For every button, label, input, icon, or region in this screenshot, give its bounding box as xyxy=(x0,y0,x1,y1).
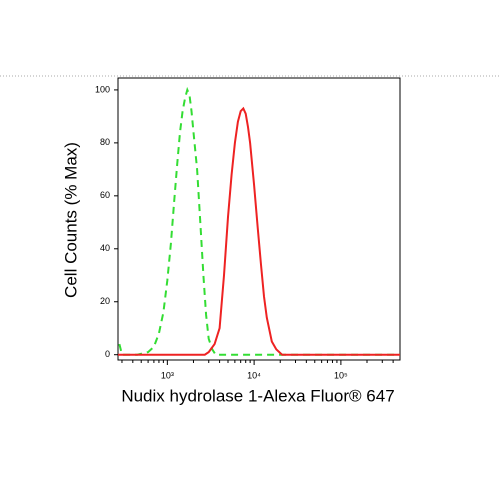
series-line xyxy=(118,86,400,356)
x-axis-label: Nudix hydrolase 1-Alexa Fluor® 647 xyxy=(121,386,394,405)
y-tick-label: 20 xyxy=(100,296,110,306)
y-tick-label: 40 xyxy=(100,243,110,253)
x-tick-label: 10³ xyxy=(161,370,174,380)
x-tick-label: 10⁵ xyxy=(334,370,348,380)
y-tick-label: 60 xyxy=(100,190,110,200)
y-axis-label: Cell Counts (% Max) xyxy=(61,142,80,298)
x-tick-label: 10⁴ xyxy=(247,370,261,380)
y-tick-label: 100 xyxy=(95,84,110,94)
y-tick-label: 80 xyxy=(100,137,110,147)
plot-frame xyxy=(117,77,401,361)
series-line xyxy=(118,106,400,356)
y-tick-label: 0 xyxy=(105,349,110,359)
